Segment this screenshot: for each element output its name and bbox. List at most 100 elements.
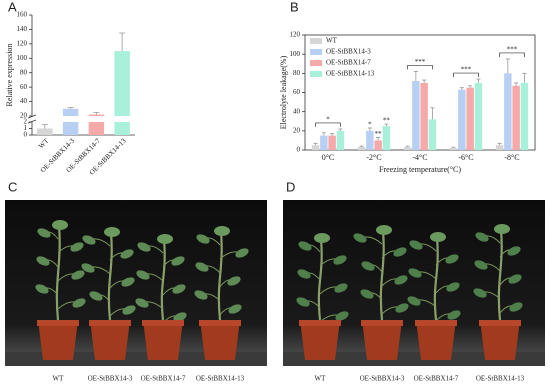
significance-label: ** xyxy=(375,130,383,138)
leaf xyxy=(104,227,120,237)
leaf xyxy=(122,305,136,315)
leaf xyxy=(171,256,185,266)
stem xyxy=(55,224,61,321)
error-bar xyxy=(330,133,335,136)
y-axis-label: Electrolyte leakage(%) xyxy=(279,55,288,129)
legend-swatch xyxy=(310,71,322,77)
y-tick-label: 40 xyxy=(20,97,28,105)
leaf xyxy=(376,225,392,235)
legend-label: WT xyxy=(326,37,338,45)
pot xyxy=(38,320,78,360)
bar xyxy=(420,82,428,150)
bar xyxy=(336,130,345,150)
bar xyxy=(458,89,466,150)
error-bar xyxy=(468,85,473,88)
pot xyxy=(480,320,520,360)
leaf xyxy=(507,246,521,256)
error-bar xyxy=(41,124,48,129)
error-bar xyxy=(497,142,502,146)
y-tick-label: 140 xyxy=(17,25,28,33)
bar xyxy=(504,73,512,150)
leaf xyxy=(298,241,312,251)
x-tick-label: -2°C xyxy=(366,153,381,162)
significance-bracket xyxy=(407,65,433,70)
x-tick-label: 0°C xyxy=(322,153,335,162)
bar xyxy=(357,147,366,150)
leaf xyxy=(89,291,103,301)
axis-break xyxy=(27,114,37,124)
pot xyxy=(90,320,130,360)
leaf xyxy=(235,248,249,258)
y-tick-label: 20 xyxy=(20,112,28,120)
bar xyxy=(382,126,391,150)
error-bar xyxy=(413,71,418,81)
error-bar xyxy=(313,142,318,146)
leaf xyxy=(37,228,51,238)
bar xyxy=(366,130,374,150)
leaf xyxy=(227,276,241,286)
floor xyxy=(283,352,545,366)
y-tick-label: 120 xyxy=(17,39,28,47)
pot xyxy=(416,320,456,360)
significance-bracket xyxy=(315,122,341,127)
significance-label: *** xyxy=(507,46,518,54)
leaf xyxy=(137,242,151,252)
bar xyxy=(114,51,130,117)
pot xyxy=(362,320,402,360)
leaf xyxy=(172,284,186,294)
bar xyxy=(37,128,53,135)
leaf xyxy=(508,274,522,284)
photo-label: OE-StBBX14-3 xyxy=(360,375,405,383)
leaf xyxy=(196,234,210,244)
bar xyxy=(428,119,437,150)
panel-letter: D xyxy=(286,179,295,194)
stem xyxy=(497,228,503,321)
y-axis-label: Relative expression xyxy=(5,44,14,107)
leaf xyxy=(445,254,459,264)
legend-label: OE-StBBX14-13 xyxy=(326,70,375,78)
photo-label: OE-StBBX14-3 xyxy=(88,375,133,383)
leaf xyxy=(214,226,230,236)
leaf xyxy=(447,310,461,320)
leaf xyxy=(228,304,242,314)
leaf xyxy=(475,232,489,242)
legend-label: OE-StBBX14-7 xyxy=(326,59,371,67)
significance-bracket xyxy=(453,72,479,78)
bar xyxy=(520,82,529,150)
error-bar xyxy=(93,111,100,115)
bar xyxy=(412,81,420,150)
panel-letter: B xyxy=(290,0,299,14)
bar xyxy=(474,82,483,150)
leaf xyxy=(120,249,134,259)
x-tick-label: -6°C xyxy=(458,153,473,162)
pot-rim xyxy=(361,320,403,326)
bar xyxy=(449,148,458,150)
leaf xyxy=(409,240,423,250)
bar xyxy=(62,108,79,116)
legend-label: OE-StBBX14-3 xyxy=(326,48,371,56)
y-tick-label: 40 xyxy=(293,107,301,115)
leaf xyxy=(333,255,347,265)
leaf xyxy=(194,290,208,300)
leaf xyxy=(394,275,408,285)
photo-label: OE-StBBX14-7 xyxy=(141,375,186,383)
leaf xyxy=(70,242,84,252)
y-tick-label: 100 xyxy=(17,54,28,62)
leaf xyxy=(82,235,96,245)
y-tick-label: 100 xyxy=(290,50,301,58)
photo-label: WT xyxy=(315,375,327,383)
pot xyxy=(143,320,183,360)
error-bar xyxy=(459,87,464,90)
x-tick-label: WT xyxy=(37,136,51,150)
error-bar xyxy=(430,107,435,120)
pot xyxy=(300,320,340,360)
y-tick-label: 1 xyxy=(24,124,28,132)
leaf xyxy=(296,297,310,307)
photo-label: OE-StBBX14-13 xyxy=(476,375,525,383)
leaf xyxy=(393,247,407,257)
leaf xyxy=(446,282,460,292)
leaf xyxy=(408,268,422,278)
y-tick-label: 20 xyxy=(293,126,301,134)
y-tick-label: 120 xyxy=(290,31,301,39)
stem xyxy=(379,229,385,321)
